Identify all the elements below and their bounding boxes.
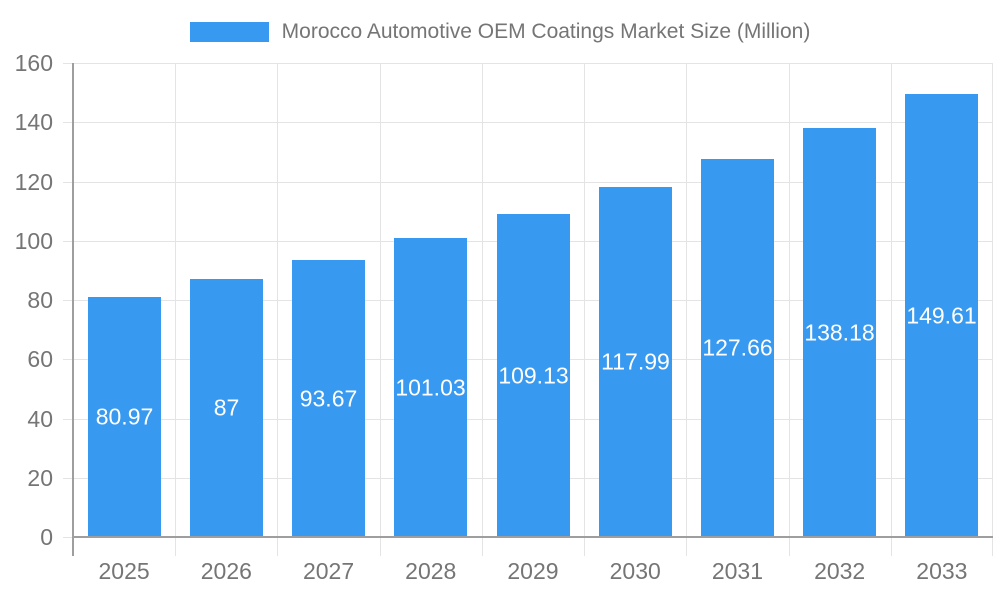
x-tick-label: 2033 [916,558,968,584]
bar-value-label: 93.67 [299,385,358,411]
x-axis-tick [789,538,790,556]
x-tick-label: 2029 [507,558,559,584]
y-tick-label: 60 [27,346,53,372]
y-tick-label: 140 [14,109,53,135]
bar[interactable]: 138.18 [803,128,876,537]
x-tick-label: 2030 [609,558,661,584]
gridline-horizontal [73,122,993,123]
gridline-vertical [686,63,687,537]
y-axis-tick [63,478,73,479]
x-axis-tick [686,538,687,556]
legend-label: Morocco Automotive OEM Coatings Market S… [281,20,811,43]
bar[interactable]: 87 [190,279,263,537]
bar[interactable]: 117.99 [599,187,672,537]
gridline-vertical [789,63,790,537]
gridline-vertical [992,63,993,537]
y-axis-tick [63,122,73,123]
y-tick-label: 20 [27,465,53,491]
x-tick-label: 2027 [302,558,355,584]
bar[interactable]: 127.66 [701,159,774,537]
bar-value-label: 80.97 [95,403,154,430]
bar-value-label: 109.13 [498,362,569,388]
bar[interactable]: 80.97 [88,297,161,537]
gridline-vertical [175,63,176,537]
x-axis-tick [277,538,278,556]
y-tick-label: 40 [27,406,53,432]
bar[interactable]: 93.67 [292,260,365,537]
gridline-horizontal [73,63,993,64]
bar-value-label: 87 [213,394,240,421]
x-tick-label: 2028 [405,558,457,584]
bar-value-label: 127.66 [702,334,773,361]
gridline-vertical [584,63,585,537]
plot-area: 80.97 2025 87 2026 93.67 2027 101.03 2028 109.13… [63,63,993,584]
y-tick-label: 80 [27,287,53,313]
x-axis-tick [891,538,892,556]
y-axis-tick [63,241,73,242]
x-tick-label: 2026 [200,558,252,584]
gridline-vertical [891,63,892,537]
y-tick-label: 160 [14,50,53,76]
x-tick-label: 2031 [711,558,764,584]
chart-legend[interactable]: Morocco Automotive OEM Coatings Market S… [0,20,1000,44]
bar[interactable]: 149.61 [905,94,978,537]
bar-value-label: 101.03 [395,374,466,400]
y-tick-label: 100 [14,228,53,254]
y-axis-tick [63,537,73,538]
x-tick-label: 2032 [814,558,866,584]
bar-value-label: 149.61 [906,302,977,328]
x-tick-label: 2025 [98,558,150,584]
x-axis-tick [175,538,176,556]
y-axis-tick [63,359,73,360]
bar[interactable]: 109.13 [497,214,570,537]
bar-value-label: 117.99 [601,348,670,375]
y-axis-line [72,63,74,556]
x-axis-tick [380,538,381,556]
bar-value-label: 138.18 [804,319,875,345]
y-tick-label: 120 [14,169,53,195]
gridline-horizontal [73,182,993,183]
bar[interactable]: 101.03 [394,238,467,537]
x-axis-tick [992,538,993,556]
gridline-vertical [380,63,381,537]
gridline-vertical [482,63,483,537]
x-axis-tick [584,538,585,556]
gridline-vertical [277,63,278,537]
x-axis-line [73,536,993,538]
x-axis-tick [482,538,483,556]
y-axis-tick [63,300,73,301]
y-axis-tick [63,419,73,420]
legend-swatch [189,22,269,42]
y-tick-label: 0 [40,524,53,550]
y-axis-tick [63,182,73,183]
y-axis-tick [63,63,73,64]
